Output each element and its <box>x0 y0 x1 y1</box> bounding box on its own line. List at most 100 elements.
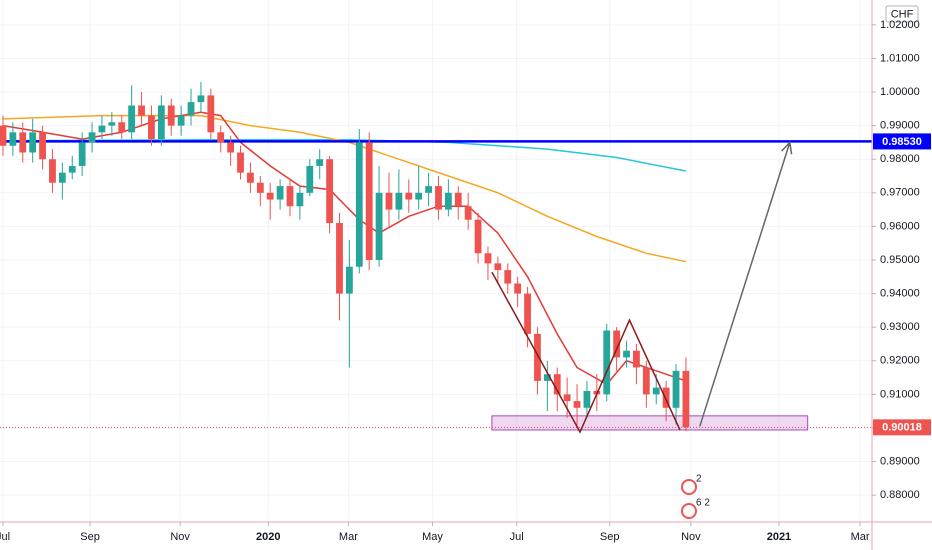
x-tick-label: Mar <box>339 531 358 543</box>
candle-body <box>662 387 670 408</box>
y-tick-label: 0.96000 <box>880 220 920 232</box>
candle-body <box>167 105 175 126</box>
x-tick-label: Nov <box>681 531 701 543</box>
support-zone <box>491 415 809 431</box>
candle-body <box>652 387 660 395</box>
x-tick-label: Jul <box>0 531 10 543</box>
x-tick-label: Mar <box>851 531 870 543</box>
candle-body <box>157 105 165 140</box>
candle-body <box>425 186 432 193</box>
candle-body <box>276 186 284 200</box>
event-badge-label: 6 2 <box>696 498 710 509</box>
candle-body <box>534 333 541 381</box>
candle-body <box>613 330 621 358</box>
price-label: 0.90018 <box>882 422 922 434</box>
candle-body <box>237 152 244 173</box>
candle-body <box>296 192 304 207</box>
event-badge-label: 2 <box>696 474 702 485</box>
candle-body <box>68 165 76 173</box>
candle-body <box>395 192 403 210</box>
candle-body <box>9 132 17 146</box>
y-tick-label: 0.89000 <box>880 455 920 467</box>
arrow-drawing <box>699 140 793 427</box>
y-tick-label: 0.92000 <box>880 355 920 367</box>
x-tick-label: Sep <box>80 531 100 543</box>
price-label: 0.98530 <box>882 136 922 148</box>
candle-body <box>524 293 531 334</box>
candle-body <box>286 186 294 207</box>
candle-body <box>504 270 512 284</box>
candle-body <box>494 263 502 271</box>
candle-body <box>336 223 343 294</box>
candle-body <box>247 172 254 183</box>
y-tick-label: 0.97000 <box>880 187 920 199</box>
candle-body <box>484 253 492 264</box>
y-tick-label: 1.02000 <box>880 19 920 31</box>
candle-body <box>682 370 690 428</box>
grid <box>0 0 872 522</box>
candle-body <box>573 401 581 408</box>
y-tick-label: 0.98000 <box>880 153 920 165</box>
candle-body <box>187 102 195 116</box>
price-label-box <box>873 133 931 150</box>
candle-body <box>306 165 314 193</box>
candle-body <box>633 350 640 368</box>
candle-body <box>98 125 106 133</box>
candle-body <box>108 122 116 126</box>
y-tick-label: 1.00000 <box>880 86 920 98</box>
candle-body <box>672 370 680 408</box>
candle-body <box>197 95 205 103</box>
candle-body <box>78 142 86 166</box>
candle-body <box>355 142 363 267</box>
candle-body <box>464 206 472 220</box>
candle-body <box>326 159 333 224</box>
x-tick-label: Sep <box>600 531 620 543</box>
y-tick-label: 0.88000 <box>880 489 920 501</box>
candle-body <box>583 390 591 408</box>
candle-body <box>603 330 611 395</box>
candle-body <box>256 182 264 193</box>
y-tick-label: 0.91000 <box>880 388 920 400</box>
candle-body <box>405 192 413 200</box>
candle-body <box>29 132 37 153</box>
moving-average <box>2 114 687 263</box>
y-tick-label: 1.01000 <box>880 52 920 64</box>
candle-body <box>316 159 324 166</box>
y-tick-label: 0.99000 <box>880 120 920 132</box>
candle-body <box>177 115 185 126</box>
candle-body <box>514 283 522 294</box>
candle-body <box>266 192 274 200</box>
candle-body <box>375 192 383 260</box>
candle-body <box>543 374 551 381</box>
price-label-box <box>873 419 931 436</box>
x-tick-label: 2020 <box>256 531 280 543</box>
y-tick-label: 0.93000 <box>880 321 920 333</box>
currency-box[interactable] <box>885 5 919 23</box>
candle-body <box>563 394 571 402</box>
candle-body <box>49 159 56 183</box>
x-tick-label: 2021 <box>767 531 791 543</box>
event-badge <box>681 503 697 519</box>
candle-body <box>227 142 235 153</box>
pattern-drawing <box>491 271 681 434</box>
y-tick-label: 0.95000 <box>880 254 920 266</box>
x-tick-label: Jul <box>510 531 524 543</box>
candle-body <box>474 219 482 254</box>
currency-label: CHF <box>891 8 914 20</box>
candle-body <box>454 192 462 207</box>
y-tick-label: 0.94000 <box>880 287 920 299</box>
candle-body <box>128 105 136 133</box>
candle-body <box>385 192 393 210</box>
candle-body <box>88 132 96 143</box>
x-tick-label: May <box>422 531 443 543</box>
candle-body <box>19 132 27 153</box>
candle-body <box>415 192 423 200</box>
candle-body <box>444 192 452 210</box>
candle-body <box>138 105 145 116</box>
candle-body <box>0 125 7 146</box>
candle-body <box>365 142 373 260</box>
x-tick-label: Nov <box>170 531 190 543</box>
candle-body <box>39 132 46 160</box>
